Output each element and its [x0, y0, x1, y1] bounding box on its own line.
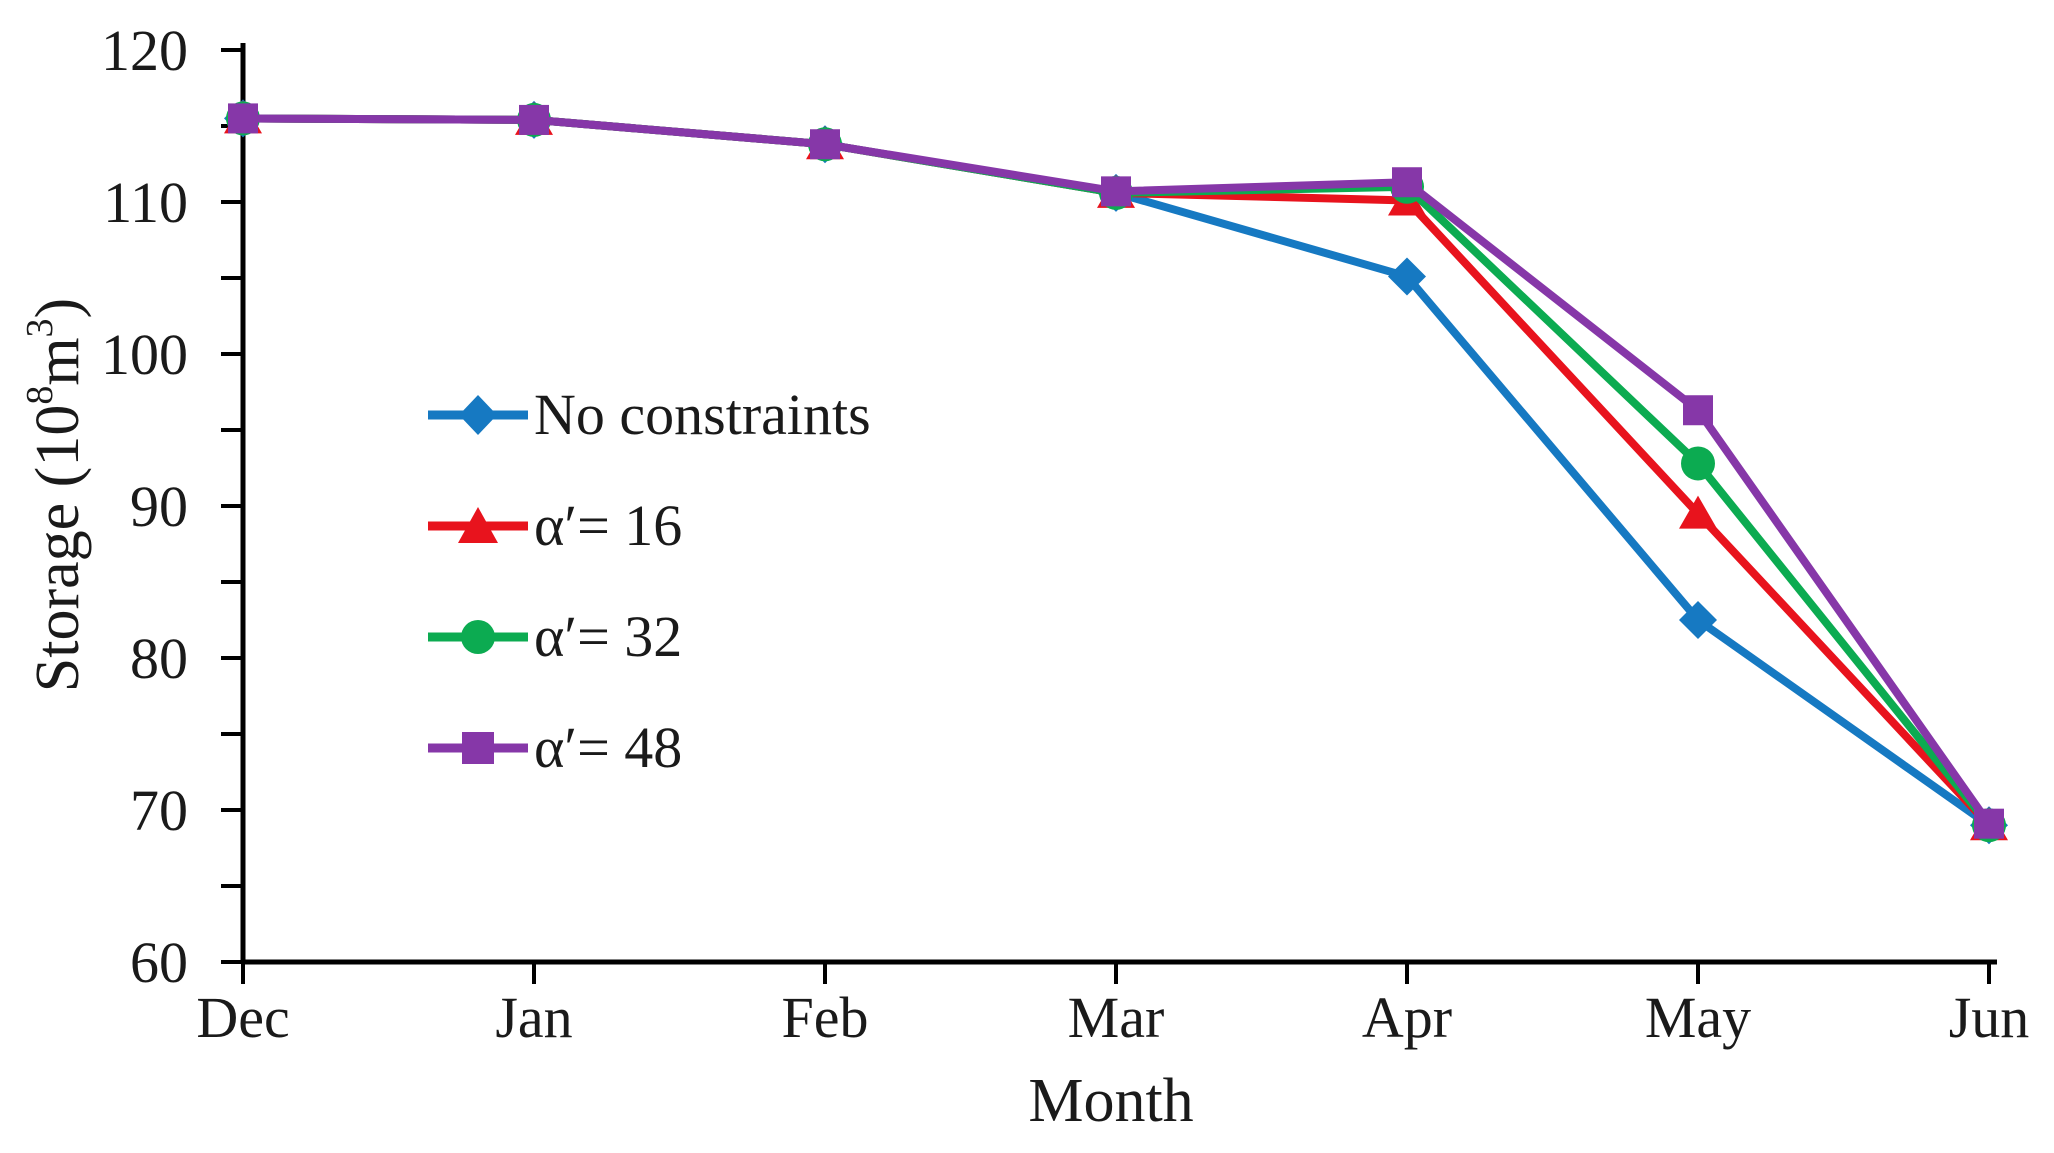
square-marker-icon: [428, 731, 528, 764]
y-tick-label: 90: [130, 474, 188, 539]
x-tick-label: Feb: [782, 985, 869, 1050]
y-tick-label: 100: [101, 322, 188, 387]
legend-item-alpha-16: α′= 16: [428, 470, 871, 581]
legend-item-alpha-32: α′= 32: [428, 581, 871, 692]
y-tick-label: 60: [130, 930, 188, 995]
y-tick-label: 80: [130, 626, 188, 691]
x-tick-label: Mar: [1068, 985, 1165, 1050]
circle-marker-icon: [428, 619, 528, 654]
triangle-marker-icon: [428, 506, 528, 543]
x-tick-label: May: [1645, 985, 1751, 1050]
x-tick-label: Apr: [1362, 985, 1452, 1050]
legend-label: No constraints: [534, 382, 871, 447]
y-tick-label: 70: [130, 778, 188, 843]
x-tick-label: Dec: [196, 985, 289, 1050]
x-tick-label: Jun: [1949, 985, 2030, 1050]
legend-item-alpha-48: α′= 48: [428, 692, 871, 803]
x-tick-label: Jan: [495, 985, 572, 1050]
legend-label: α′= 32: [534, 604, 683, 669]
x-axis-title: Month: [1028, 1067, 1194, 1135]
legend-label: α′= 48: [534, 715, 683, 780]
y-tick-label: 110: [103, 170, 188, 235]
legend-label: α′= 16: [534, 493, 683, 558]
legend-item-no-constraints: No constraints: [428, 359, 871, 470]
diamond-marker-icon: [428, 394, 528, 435]
y-axis-title: Storage (108m3): [19, 297, 92, 693]
legend: No constraints α′= 16 α′= 32 α′= 48: [428, 359, 871, 803]
y-tick-label: 120: [101, 18, 188, 83]
